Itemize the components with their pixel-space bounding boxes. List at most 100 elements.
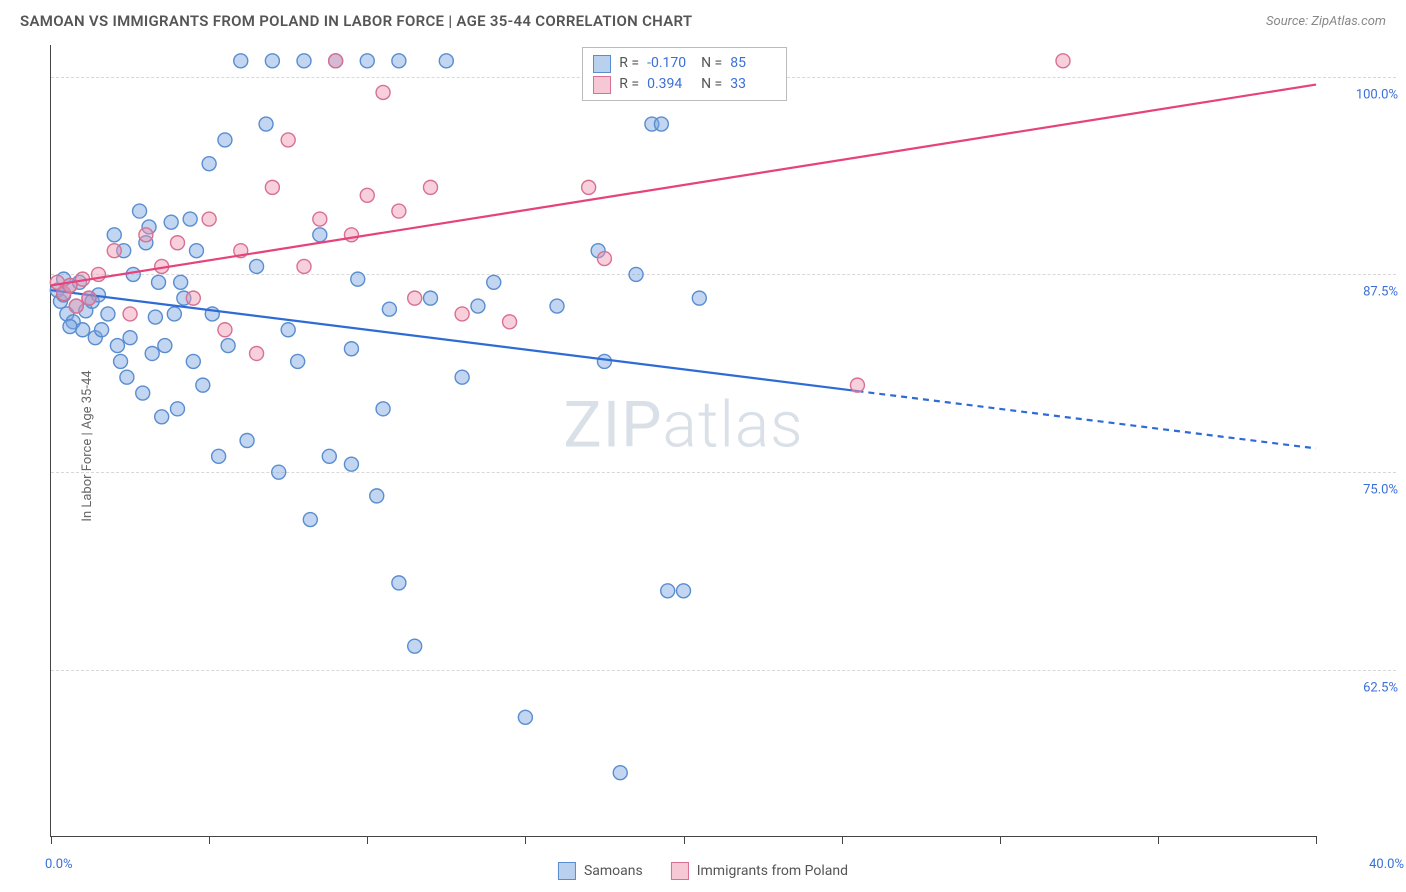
- data-point: [212, 449, 226, 463]
- data-point: [189, 244, 203, 258]
- data-point: [120, 370, 134, 384]
- data-point: [303, 513, 317, 527]
- chart-plot-area: ZIPatlas R = -0.170 N = 85 R = 0.394 N =…: [50, 45, 1316, 837]
- data-point: [110, 339, 124, 353]
- data-point: [471, 299, 485, 313]
- data-point: [133, 204, 147, 218]
- data-point: [661, 584, 675, 598]
- data-point: [114, 354, 128, 368]
- x-tick: [842, 836, 843, 844]
- x-tick: [367, 836, 368, 844]
- footer-legend: Samoans Immigrants from Poland: [558, 862, 848, 880]
- data-point: [82, 291, 96, 305]
- data-point: [158, 339, 172, 353]
- data-point: [202, 212, 216, 226]
- data-point: [250, 259, 264, 273]
- data-point: [344, 342, 358, 356]
- data-point: [272, 465, 286, 479]
- data-point: [155, 410, 169, 424]
- data-point: [455, 370, 469, 384]
- data-point: [392, 204, 406, 218]
- swatch-icon: [593, 55, 611, 73]
- data-point: [202, 157, 216, 171]
- data-point: [550, 299, 564, 313]
- data-point: [152, 275, 166, 289]
- data-point: [186, 291, 200, 305]
- correlation-stats-box: R = -0.170 N = 85 R = 0.394 N = 33: [582, 47, 787, 101]
- data-point: [167, 307, 181, 321]
- data-point: [329, 54, 343, 68]
- data-point: [582, 180, 596, 194]
- data-point: [107, 244, 121, 258]
- data-point: [218, 133, 232, 147]
- data-point: [186, 354, 200, 368]
- data-point: [597, 354, 611, 368]
- data-point: [392, 54, 406, 68]
- trend-line: [51, 85, 1316, 286]
- y-tick-label: 62.5%: [1363, 680, 1398, 695]
- data-point: [677, 584, 691, 598]
- data-point: [408, 639, 422, 653]
- data-point: [265, 54, 279, 68]
- data-point: [629, 267, 643, 281]
- data-point: [107, 228, 121, 242]
- data-point: [63, 320, 77, 334]
- data-point: [76, 323, 90, 337]
- legend-item: Samoans: [558, 862, 643, 880]
- chart-title: SAMOAN VS IMMIGRANTS FROM POLAND IN LABO…: [20, 12, 692, 30]
- data-point: [221, 339, 235, 353]
- data-point: [313, 228, 327, 242]
- stats-row: R = -0.170 N = 85: [593, 53, 776, 74]
- data-point: [692, 291, 706, 305]
- source-attribution: Source: ZipAtlas.com: [1266, 14, 1386, 29]
- data-point: [164, 215, 178, 229]
- data-point: [291, 354, 305, 368]
- x-min-label: 0.0%: [45, 857, 73, 872]
- data-point: [281, 323, 295, 337]
- data-point: [281, 133, 295, 147]
- x-tick: [684, 836, 685, 844]
- scatter-svg: [51, 45, 1316, 836]
- data-point: [344, 228, 358, 242]
- data-point: [455, 307, 469, 321]
- chart-header: SAMOAN VS IMMIGRANTS FROM POLAND IN LABO…: [0, 0, 1406, 38]
- data-point: [424, 291, 438, 305]
- data-point: [250, 346, 264, 360]
- x-tick: [1158, 836, 1159, 844]
- data-point: [136, 386, 150, 400]
- data-point: [123, 331, 137, 345]
- x-tick: [1000, 836, 1001, 844]
- data-point: [360, 188, 374, 202]
- legend-item: Immigrants from Poland: [671, 862, 848, 880]
- data-point: [297, 54, 311, 68]
- data-point: [370, 489, 384, 503]
- data-point: [148, 310, 162, 324]
- swatch-icon: [558, 862, 576, 880]
- stats-row: R = 0.394 N = 33: [593, 74, 776, 95]
- data-point: [171, 236, 185, 250]
- data-point: [313, 212, 327, 226]
- data-point: [101, 307, 115, 321]
- x-max-label: 40.0%: [1369, 857, 1404, 872]
- data-point: [297, 259, 311, 273]
- data-point: [145, 346, 159, 360]
- data-point: [351, 272, 365, 286]
- y-tick-label: 75.0%: [1363, 483, 1398, 498]
- y-tick-label: 87.5%: [1363, 285, 1398, 300]
- data-point: [126, 267, 140, 281]
- x-tick: [525, 836, 526, 844]
- data-point: [123, 307, 137, 321]
- data-point: [487, 275, 501, 289]
- data-point: [503, 315, 517, 329]
- data-point: [382, 302, 396, 316]
- data-point: [139, 228, 153, 242]
- y-tick-label: 100.0%: [1356, 87, 1398, 102]
- x-tick: [1316, 836, 1317, 844]
- data-point: [234, 54, 248, 68]
- data-point: [265, 180, 279, 194]
- data-point: [654, 117, 668, 131]
- data-point: [218, 323, 232, 337]
- data-point: [344, 457, 358, 471]
- trend-line: [51, 290, 857, 391]
- swatch-icon: [593, 76, 611, 94]
